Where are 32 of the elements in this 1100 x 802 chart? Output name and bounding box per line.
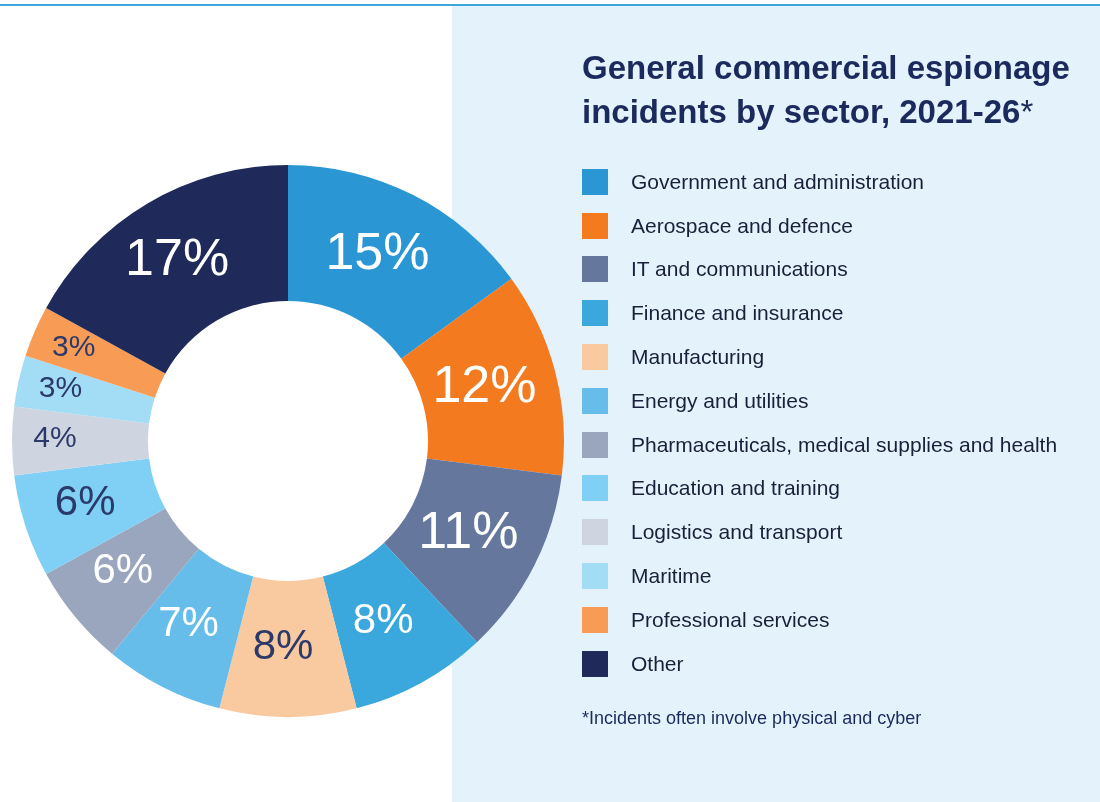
legend-label: Government and administration [631, 169, 924, 194]
legend-label: Professional services [631, 607, 830, 632]
legend-label: Finance and insurance [631, 301, 844, 326]
legend-label: Maritime [631, 564, 712, 589]
chart-title: General commercial espionage incidents by sector, 2021-26* [582, 48, 1071, 132]
donut-slice [288, 165, 512, 359]
data-label: 8% [252, 620, 314, 668]
data-label: 12% [432, 355, 537, 414]
text: *Incidents often involve physical and cyber [582, 707, 923, 729]
data-label: 3% [38, 369, 83, 403]
data-label: 15% [325, 221, 430, 280]
data-label: 8% [352, 594, 414, 642]
data-label: 3% [52, 328, 96, 362]
donut-slice [12, 406, 150, 476]
legend-label: Other [631, 651, 684, 676]
donut-slice [401, 278, 564, 476]
legend-label: IT and communications [631, 257, 848, 282]
legend-label: Education and training [631, 476, 840, 501]
legend-label: Pharmaceuticals, medical supplies and health [631, 432, 1058, 457]
data-label: 4% [33, 419, 77, 453]
data-label: 17% [125, 227, 230, 286]
legend-label: Logistics and transport [631, 520, 843, 545]
legend-label: Energy and utilities [631, 388, 809, 413]
data-label: 6% [54, 476, 116, 524]
donut-slice [46, 165, 288, 374]
donut-slice [25, 308, 166, 398]
data-label: 11% [418, 501, 519, 560]
data-label: 7% [158, 597, 219, 645]
legend-label: Manufacturing [631, 345, 765, 370]
data-label: 6% [92, 545, 154, 593]
legend-label: Aerospace and defence [631, 213, 853, 238]
donut-slice [14, 355, 155, 424]
